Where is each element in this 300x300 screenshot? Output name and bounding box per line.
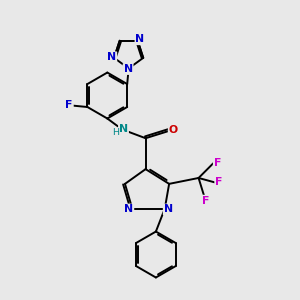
Text: N: N <box>164 205 173 214</box>
Text: F: F <box>214 158 221 168</box>
Text: N: N <box>119 124 128 134</box>
Text: N: N <box>124 205 134 214</box>
Text: F: F <box>65 100 73 110</box>
Text: N: N <box>136 34 145 44</box>
Text: F: F <box>215 177 223 188</box>
Text: O: O <box>169 125 178 135</box>
Text: N: N <box>124 64 133 74</box>
Text: F: F <box>202 196 210 206</box>
Text: N: N <box>107 52 116 62</box>
Text: H: H <box>112 128 119 137</box>
